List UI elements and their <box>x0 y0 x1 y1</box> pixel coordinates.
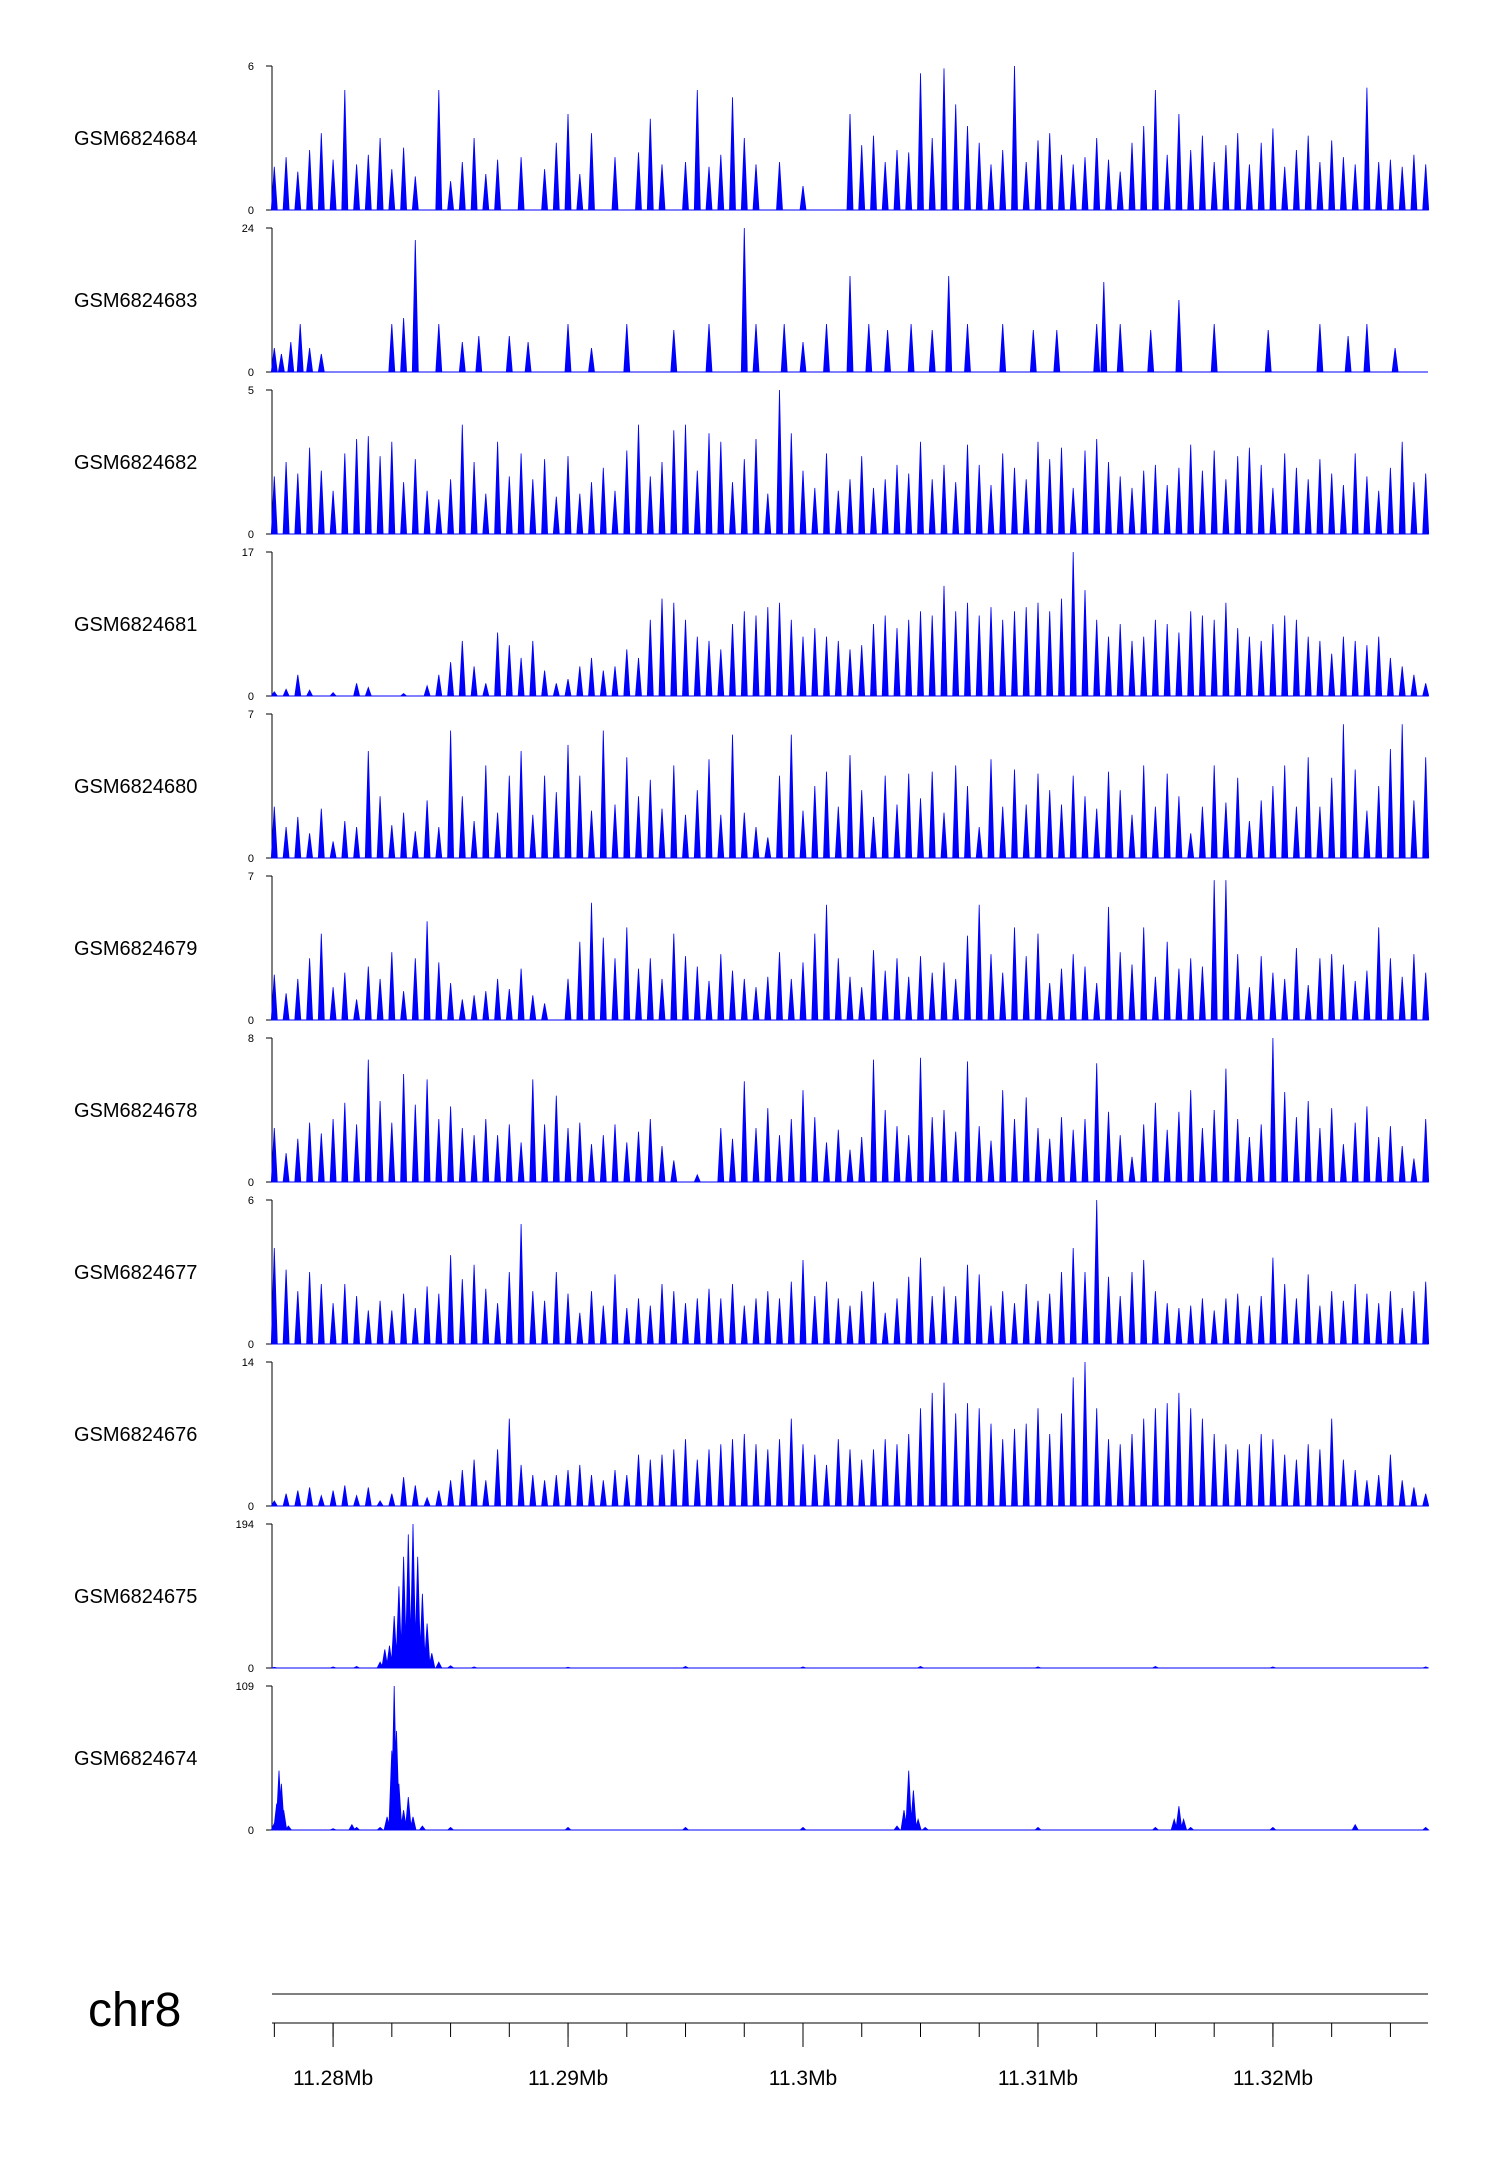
track-label: GSM6824674 <box>74 1748 197 1770</box>
track: GSM6824677 6 0 <box>74 1195 1430 1351</box>
y-min-label: 0 <box>248 1825 254 1837</box>
track: GSM6824683 24 0 <box>74 223 1428 379</box>
track-label: GSM6824680 <box>74 776 197 798</box>
tick-label: 11.31Mb <box>998 2067 1078 2090</box>
track-label: GSM6824682 <box>74 452 197 474</box>
track-label: GSM6824675 <box>74 1586 197 1608</box>
chromosome-axis: chr8 11.28Mb 11.29Mb 11.3Mb 11.31Mb 11.32Mb <box>88 1984 1428 2090</box>
track-label: GSM6824683 <box>74 290 197 312</box>
tick-label: 11.28Mb <box>293 2067 373 2090</box>
y-max-label: 5 <box>248 385 254 397</box>
coverage-area <box>270 389 1430 535</box>
y-min-label: 0 <box>248 1015 254 1027</box>
y-max-label: 24 <box>242 223 254 235</box>
y-max-label: 7 <box>248 709 254 721</box>
y-min-label: 0 <box>248 1501 254 1513</box>
y-max-label: 6 <box>248 1195 254 1207</box>
ruler-ticks: 11.28Mb 11.29Mb 11.3Mb 11.31Mb 11.32Mb <box>273 2023 1391 2090</box>
y-min-label: 0 <box>248 1339 254 1351</box>
track: GSM6824676 14 0 <box>74 1357 1430 1513</box>
track-label: GSM6824678 <box>74 1100 197 1122</box>
y-max-label: 14 <box>242 1357 254 1369</box>
tick-label: 11.29Mb <box>528 2067 608 2090</box>
coverage-area <box>271 1523 1429 1669</box>
coverage-area <box>270 880 1430 1021</box>
y-min-label: 0 <box>248 205 254 217</box>
tick-label: 11.32Mb <box>1233 2067 1313 2090</box>
y-min-label: 0 <box>248 367 254 379</box>
y-min-label: 0 <box>248 529 254 541</box>
chromosome-label: chr8 <box>88 1984 181 2037</box>
track: GSM6824678 8 0 <box>74 1033 1430 1189</box>
track: GSM6824674 109 0 <box>74 1681 1430 1837</box>
y-min-label: 0 <box>248 1663 254 1675</box>
coverage-area <box>270 1037 1430 1183</box>
y-max-label: 17 <box>242 547 254 559</box>
tick-label: 11.3Mb <box>769 2067 838 2090</box>
y-max-label: 194 <box>236 1519 254 1531</box>
track-label: GSM6824676 <box>74 1424 197 1446</box>
track-label: GSM6824679 <box>74 938 197 960</box>
track: GSM6824675 194 0 <box>74 1519 1429 1675</box>
coverage-area <box>270 227 1428 373</box>
coverage-area <box>270 1361 1430 1507</box>
coverage-area <box>270 724 1430 859</box>
y-min-label: 0 <box>248 853 254 865</box>
track-label: GSM6824684 <box>74 128 197 150</box>
y-max-label: 8 <box>248 1033 254 1045</box>
y-max-label: 109 <box>236 1681 254 1693</box>
track: GSM6824681 17 0 <box>74 547 1430 703</box>
track-label: GSM6824677 <box>74 1262 197 1284</box>
track-label: GSM6824681 <box>74 614 197 636</box>
y-min-label: 0 <box>248 1177 254 1189</box>
track: GSM6824679 7 0 <box>74 871 1430 1027</box>
y-max-label: 6 <box>248 61 254 73</box>
coverage-area <box>270 1199 1430 1345</box>
tracks-layer: GSM682468460GSM6824683240GSM682468250GSM… <box>74 61 1430 1837</box>
coverage-area <box>270 65 1430 211</box>
coverage-area <box>270 551 1430 697</box>
y-max-label: 7 <box>248 871 254 883</box>
track: GSM6824682 5 0 <box>74 385 1430 541</box>
track: GSM6824680 7 0 <box>74 709 1430 865</box>
track: GSM6824684 6 0 <box>74 61 1430 217</box>
y-min-label: 0 <box>248 691 254 703</box>
coverage-area <box>270 1685 1430 1831</box>
